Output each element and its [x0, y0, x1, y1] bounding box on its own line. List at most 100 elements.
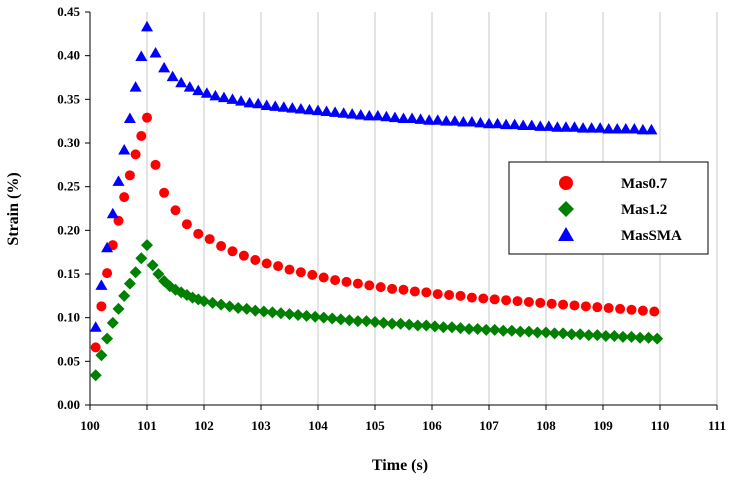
data-point — [508, 118, 521, 130]
data-point — [130, 149, 141, 160]
data-point — [227, 246, 238, 257]
data-point — [569, 300, 580, 311]
data-point — [249, 304, 262, 317]
data-point — [135, 50, 148, 62]
legend-label: MasSMA — [621, 228, 682, 244]
data-point — [95, 349, 108, 362]
data-point — [175, 76, 188, 88]
data-point — [261, 258, 272, 269]
legend: Mas0.7 Mas1.2 MasSMA — [508, 161, 709, 255]
data-point — [440, 115, 453, 126]
data-point — [411, 319, 424, 332]
data-point — [193, 228, 204, 239]
data-point — [257, 305, 270, 318]
data-point — [582, 329, 595, 342]
data-point — [628, 123, 641, 134]
data-point — [386, 317, 399, 330]
data-point — [112, 302, 125, 315]
data-point — [428, 320, 441, 333]
data-point — [642, 331, 655, 344]
data-point — [488, 323, 501, 336]
data-point — [146, 259, 159, 272]
data-point — [95, 279, 108, 290]
data-point — [371, 109, 384, 121]
y-tick-label: 0.20 — [57, 222, 80, 237]
data-point — [123, 277, 136, 290]
data-point — [491, 117, 504, 129]
x-tick-label: 104 — [308, 418, 328, 433]
data-point — [625, 330, 638, 343]
data-point — [341, 276, 352, 287]
data-point — [334, 313, 347, 326]
data-point — [377, 316, 390, 329]
data-point — [106, 207, 119, 219]
data-point — [369, 316, 381, 329]
data-point — [318, 272, 329, 283]
data-point — [101, 241, 114, 253]
data-point — [608, 330, 621, 343]
data-point — [266, 306, 279, 319]
legend-marker — [559, 176, 573, 190]
data-point — [437, 321, 450, 334]
data-point — [380, 110, 393, 122]
data-point — [149, 47, 162, 58]
data-point — [309, 310, 322, 323]
data-point — [431, 114, 444, 125]
data-point — [150, 159, 161, 170]
data-point — [260, 99, 273, 110]
data-point — [118, 143, 131, 155]
y-tick-label: 0.25 — [57, 179, 80, 194]
data-point — [394, 317, 407, 330]
data-point — [580, 301, 591, 312]
x-tick-label: 103 — [251, 418, 271, 433]
data-point — [204, 234, 215, 245]
data-point — [317, 311, 330, 324]
data-point — [432, 289, 443, 300]
y-tick-label: 0.45 — [57, 4, 80, 19]
data-point — [326, 312, 339, 325]
data-point — [235, 95, 248, 106]
data-point — [136, 131, 147, 142]
data-point — [531, 326, 544, 339]
data-point — [354, 109, 367, 120]
data-point — [343, 314, 356, 327]
data-point — [611, 123, 624, 134]
data-point — [284, 264, 295, 275]
data-point — [124, 170, 135, 181]
data-point — [619, 123, 632, 134]
data-point — [232, 302, 245, 315]
data-point — [183, 81, 196, 92]
data-point — [307, 269, 318, 280]
data-point — [517, 119, 530, 131]
data-point — [375, 282, 386, 293]
data-point — [535, 297, 546, 308]
legend-marker — [558, 201, 574, 217]
x-tick-label: 100 — [80, 418, 100, 433]
data-point — [565, 328, 578, 341]
data-point — [363, 109, 376, 121]
data-point — [534, 120, 547, 131]
data-point — [489, 294, 500, 305]
series-mas1-2 — [89, 239, 664, 382]
data-point — [497, 324, 510, 337]
data-point — [592, 302, 603, 313]
y-tick-label: 0.35 — [57, 91, 80, 106]
data-point — [292, 309, 305, 322]
data-point — [243, 96, 256, 108]
data-point — [119, 192, 130, 203]
data-point — [423, 114, 436, 125]
data-point — [574, 328, 587, 341]
data-point — [112, 175, 125, 186]
data-point — [135, 252, 148, 265]
data-point — [277, 101, 290, 112]
data-point — [548, 327, 561, 340]
data-point — [585, 122, 598, 133]
data-point — [546, 298, 557, 309]
data-point — [444, 289, 455, 300]
data-point — [500, 118, 513, 130]
data-point — [360, 315, 373, 328]
x-tick-label: 102 — [194, 418, 214, 433]
data-point — [159, 187, 170, 198]
data-point — [501, 295, 512, 306]
